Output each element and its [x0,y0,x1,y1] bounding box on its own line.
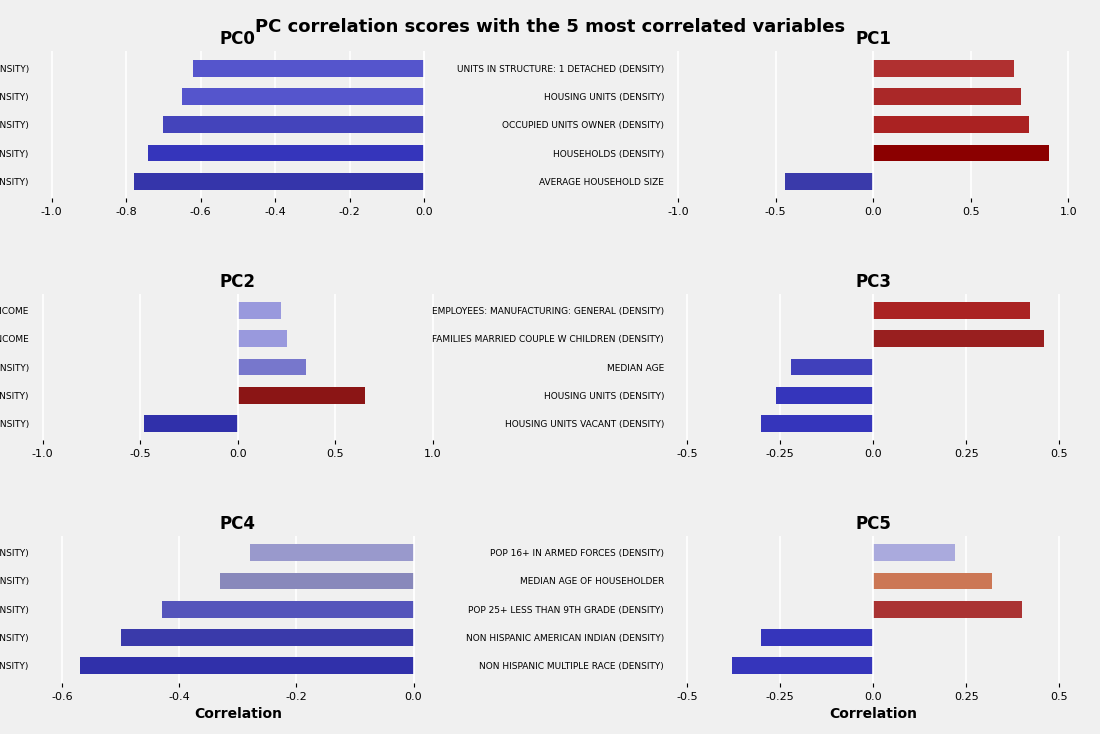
Bar [873,116,1030,134]
Bar [238,302,280,319]
X-axis label: Correlation: Correlation [194,707,282,722]
Bar [777,387,873,404]
Bar [873,60,1013,77]
Bar [238,330,287,347]
Bar [162,600,414,618]
Title: PC3: PC3 [855,272,891,291]
Bar [873,145,1048,161]
Bar [80,657,414,674]
Title: PC4: PC4 [220,515,256,533]
Bar [220,573,414,589]
Bar [732,657,873,674]
Bar [182,88,425,105]
Bar [873,600,1022,618]
Bar [873,88,1022,105]
Bar [194,60,425,77]
Bar [144,415,238,432]
Bar [164,116,425,134]
Bar [873,330,1045,347]
Bar [873,302,1030,319]
Bar [873,545,955,562]
Title: PC1: PC1 [855,30,891,48]
Text: PC correlation scores with the 5 most correlated variables: PC correlation scores with the 5 most co… [255,18,845,37]
Bar [761,415,873,432]
Bar [238,387,365,404]
Bar [761,629,873,646]
Bar [148,145,425,161]
Bar [873,573,992,589]
Title: PC2: PC2 [220,272,256,291]
Title: PC5: PC5 [855,515,891,533]
Title: PC0: PC0 [220,30,256,48]
Bar [238,358,306,376]
Bar [250,545,414,562]
X-axis label: Correlation: Correlation [829,707,917,722]
Bar [133,172,425,189]
Bar [121,629,414,646]
Bar [785,172,873,189]
Bar [791,358,873,376]
